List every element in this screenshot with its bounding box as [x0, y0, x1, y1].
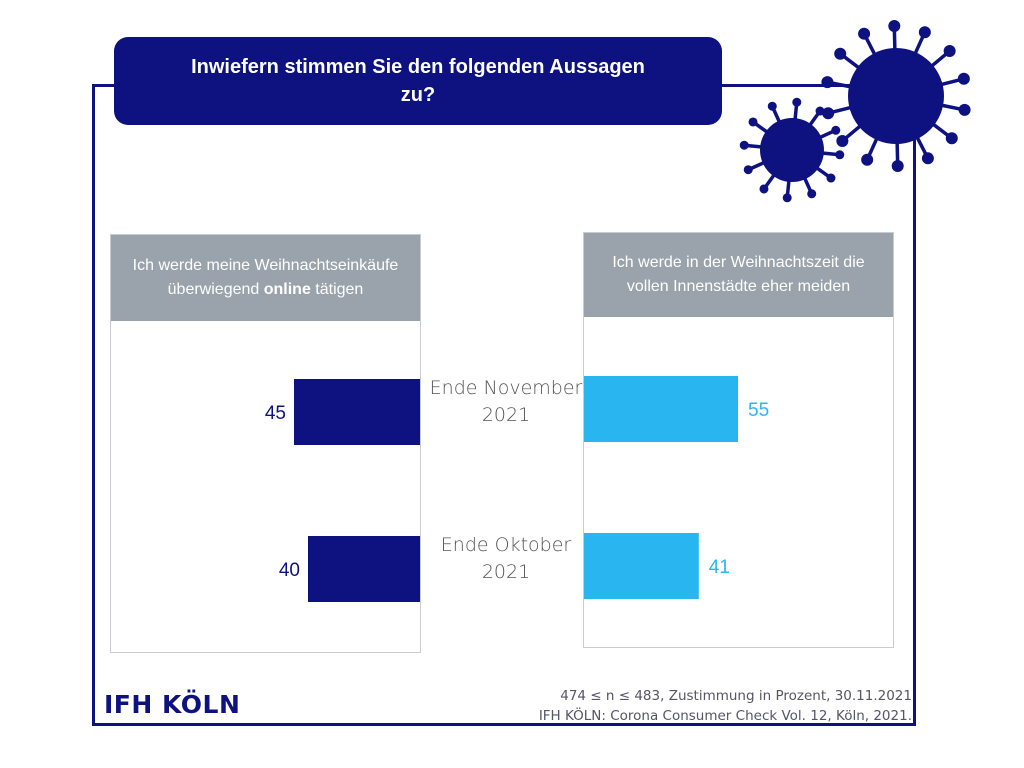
bar-online-november: [294, 379, 420, 445]
bar-innenstadt-oktober: [584, 533, 699, 599]
data-label-online-november: 45: [265, 403, 286, 424]
page-title: Inwiefern stimmen Sie den folgenden Auss…: [114, 37, 722, 125]
category-label-november: Ende November 2021: [429, 377, 583, 426]
panel-header-avoid-city: Ich werde in der Weihnachtszeit die voll…: [584, 233, 893, 317]
panel-header-online-shopping: Ich werde meine Weihnachtseinkäufe überw…: [111, 235, 420, 321]
bar-online-oktober: [308, 536, 420, 602]
data-label-innenstadt-oktober: 41: [709, 557, 730, 578]
source-line-sample: 474 ≤ n ≤ 483, Zustimmung in Prozent, 30…: [560, 688, 912, 704]
data-label-online-oktober: 40: [279, 560, 300, 581]
source-note: 474 ≤ n ≤ 483, Zustimmung in Prozent, 30…: [539, 686, 912, 726]
source-line-citation: IFH KÖLN: Corona Consumer Check Vol. 12,…: [538, 708, 912, 724]
bar-innenstadt-november: [584, 376, 738, 442]
series-label-part: tätigen: [310, 281, 364, 298]
category-label-oktober: Ende Oktober 2021: [440, 534, 572, 583]
data-label-innenstadt-november: 55: [748, 400, 769, 421]
series-label-part: Ich werde meine Weihnachtseinkäufe überw…: [132, 257, 399, 298]
ifh-logo: IFH KÖLN: [104, 690, 241, 719]
series-label-emphasis: online: [263, 281, 311, 298]
